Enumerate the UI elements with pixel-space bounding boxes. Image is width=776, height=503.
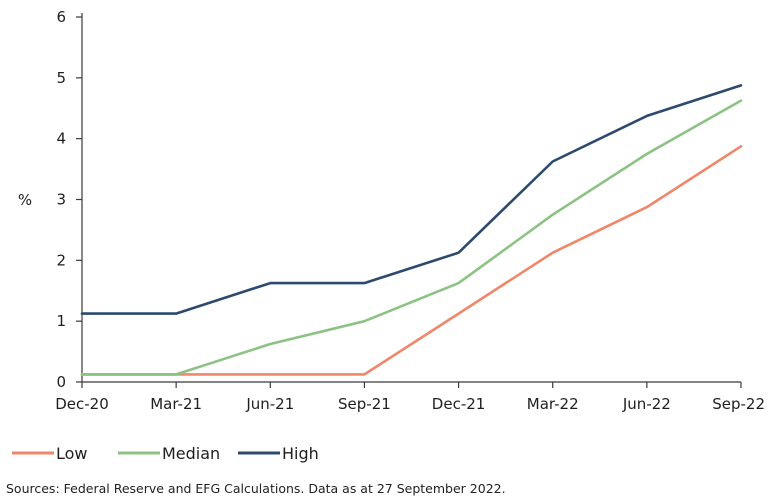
series-line-low xyxy=(80,145,743,376)
y-tick-label: 3 xyxy=(56,191,66,209)
x-tick-label: Jun-21 xyxy=(245,395,294,413)
x-tick-label: Dec-21 xyxy=(432,395,486,413)
legend-label-high: High xyxy=(282,444,319,463)
y-tick-label: 6 xyxy=(56,8,66,26)
series-line-median xyxy=(80,99,743,376)
axes xyxy=(76,13,742,388)
legend-label-low: Low xyxy=(56,444,88,463)
x-tick-label: Sep-21 xyxy=(338,395,391,413)
legend-label-median: Median xyxy=(162,444,220,463)
x-tick-label: Mar-21 xyxy=(150,395,202,413)
y-tick-label: 4 xyxy=(56,130,66,148)
x-tick-label: Dec-20 xyxy=(55,395,109,413)
y-tick-label: 2 xyxy=(56,251,66,269)
series-lines xyxy=(80,84,743,376)
source-note: Sources: Federal Reserve and EFG Calcula… xyxy=(6,481,506,496)
tick-labels: 0 1 2 3 4 5 6 Dec-20 Mar-21 Jun-21 Sep-21 Dec-21 Mar… xyxy=(55,8,765,413)
y-tick-label: 5 xyxy=(56,69,66,87)
x-tick-label: Sep-22 xyxy=(712,395,765,413)
y-tick-label: 0 xyxy=(56,373,66,391)
line-chart: 0 1 2 3 4 5 6 Dec-20 Mar-21 Jun-21 Sep-21 Dec-21 Mar… xyxy=(12,8,765,463)
y-tick-label: 1 xyxy=(56,312,66,330)
x-tick-label: Mar-22 xyxy=(527,395,579,413)
x-tick-label: Jun-22 xyxy=(622,395,671,413)
legend: Low Median High xyxy=(12,444,319,463)
y-axis-label: % xyxy=(18,191,32,209)
series-line-high xyxy=(80,84,743,315)
